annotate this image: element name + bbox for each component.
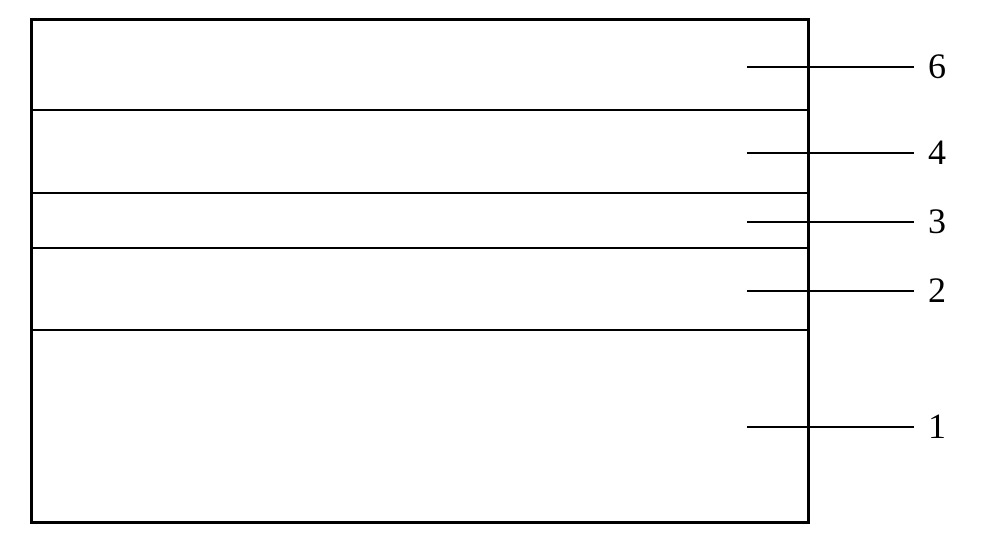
layer-3-label: 3	[928, 200, 946, 242]
layer-3	[33, 194, 807, 249]
layer-1	[33, 331, 807, 521]
layer-1-label: 1	[928, 405, 946, 447]
layer-1-leader	[747, 426, 914, 428]
layer-6-leader	[747, 66, 914, 68]
layer-4-leader	[747, 152, 914, 154]
layer-6-label: 6	[928, 45, 946, 87]
layer-2-label: 2	[928, 269, 946, 311]
layer-stack	[30, 18, 810, 524]
layer-6	[33, 21, 807, 111]
layer-2	[33, 249, 807, 332]
diagram-canvas: 6 4 3 2 1	[0, 0, 1000, 552]
layer-3-leader	[747, 221, 914, 223]
layer-2-leader	[747, 290, 914, 292]
layer-4	[33, 111, 807, 194]
layer-4-label: 4	[928, 131, 946, 173]
